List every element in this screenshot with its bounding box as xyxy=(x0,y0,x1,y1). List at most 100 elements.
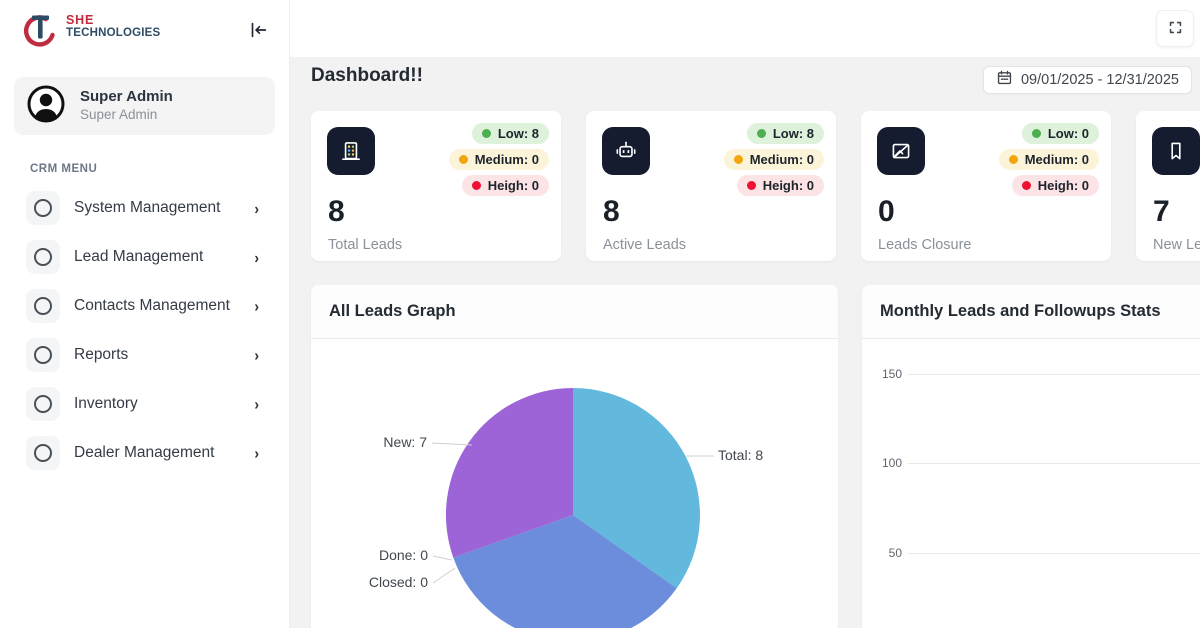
date-range-picker[interactable]: 09/01/2025 - 12/31/2025 xyxy=(982,66,1192,94)
stat-cards-row: Low: 8 Medium: 0 Heigh: 0 8 Total Leads … xyxy=(311,111,1200,261)
badge-text: Low: 0 xyxy=(1047,126,1089,141)
sidebar-item-system-management[interactable]: System Management › xyxy=(0,183,289,232)
stat-card-leads-closure: Low: 0 Medium: 0 Heigh: 0 0 Leads Closur… xyxy=(861,111,1111,261)
stat-value: 7 xyxy=(1153,195,1170,228)
circle-icon xyxy=(26,337,60,372)
sidebar: SHE TECHNOLOGIES Super Admin S xyxy=(0,0,290,628)
badge-low: Low: 8 xyxy=(471,123,549,144)
fullscreen-icon xyxy=(1167,19,1184,39)
collapse-arrow-icon xyxy=(247,19,269,44)
green-dot-icon xyxy=(481,129,491,138)
sidebar-item-dealer-management[interactable]: Dealer Management › xyxy=(0,428,289,477)
pie-slice-new xyxy=(445,387,573,558)
fullscreen-button[interactable] xyxy=(1156,10,1194,47)
circle-icon xyxy=(26,386,60,421)
main-content: Dashboard!! 09/01/2025 - 12/31/2025 xyxy=(290,57,1200,628)
topbar xyxy=(290,0,1200,57)
badge-text: Low: 8 xyxy=(772,126,814,141)
chart-header: All Leads Graph xyxy=(311,285,838,339)
monthly-chart: 150 100 50 xyxy=(862,339,1200,628)
pie-slice-total xyxy=(573,388,700,589)
sidebar-item-lead-management[interactable]: Lead Management › xyxy=(0,232,289,281)
stat-label: Total Leads xyxy=(328,237,403,253)
sidebar-section-label: CRM MENU xyxy=(30,163,98,175)
sidebar-item-reports[interactable]: Reports › xyxy=(0,330,289,379)
chart-header: Monthly Leads and Followups Stats xyxy=(862,285,1200,339)
y-axis-tick-50: 50 xyxy=(888,546,902,560)
sidebar-item-label: Lead Management xyxy=(74,247,204,265)
bookmark-icon xyxy=(1152,127,1200,175)
sidebar-item-label: Reports xyxy=(74,345,129,363)
all-leads-graph-card: All Leads Graph New: 7 Total: 8 Done: xyxy=(311,285,838,628)
sidebar-item-label: System Management xyxy=(74,198,221,216)
stat-value: 8 xyxy=(603,195,620,228)
badge-low: Low: 8 xyxy=(746,123,824,144)
avatar xyxy=(26,84,66,129)
stat-label: Active Leads xyxy=(603,237,687,253)
badge-text: Heigh: 0 xyxy=(762,178,814,193)
badge-medium: Medium: 0 xyxy=(723,149,824,170)
stat-card-active-leads: Low: 8 Medium: 0 Heigh: 0 8 Active Leads xyxy=(586,111,836,261)
badge-text: Low: 8 xyxy=(497,126,539,141)
green-dot-icon xyxy=(756,129,766,138)
orange-dot-icon xyxy=(458,155,468,164)
brand-logo: SHE TECHNOLOGIES xyxy=(0,0,289,57)
red-dot-icon xyxy=(1021,181,1031,190)
y-axis-tick-100: 100 xyxy=(881,456,902,470)
pie-label-new: New: 7 xyxy=(383,434,427,450)
pie-label-done: Done: 0 xyxy=(378,547,428,563)
sidebar-item-contacts-management[interactable]: Contacts Management › xyxy=(0,281,289,330)
circle-icon xyxy=(26,239,60,274)
user-role: Super Admin xyxy=(80,106,158,122)
gridline xyxy=(908,374,1200,375)
sidebar-nav: System Management › Lead Management › Co… xyxy=(0,183,289,477)
badge-heigh: Heigh: 0 xyxy=(1011,175,1099,196)
chart-title: Monthly Leads and Followups Stats xyxy=(880,302,1161,320)
badge-text: Medium: 0 xyxy=(1024,152,1089,167)
brand-name-bottom: TECHNOLOGIES xyxy=(66,27,161,40)
stat-label: New Leads xyxy=(1153,237,1200,253)
monthly-stats-card: Monthly Leads and Followups Stats 150 10… xyxy=(862,285,1200,628)
badge-text: Medium: 0 xyxy=(474,152,539,167)
stat-value: 0 xyxy=(878,195,895,228)
pie-label-closed: Closed: 0 xyxy=(368,574,428,590)
stat-value: 8 xyxy=(328,195,345,228)
building-icon xyxy=(327,127,375,175)
orange-dot-icon xyxy=(1008,155,1018,164)
pie-chart: New: 7 Total: 8 Done: 0 Closed: 0 xyxy=(311,339,838,628)
priority-badges: Low: 0 Medium: 0 Heigh: 0 xyxy=(998,123,1099,196)
priority-badges: Low: 8 Medium: 0 Heigh: 0 xyxy=(723,123,824,196)
brand-logo-icon xyxy=(22,10,60,55)
badge-medium: Medium: 0 xyxy=(448,149,549,170)
sidebar-item-inventory[interactable]: Inventory › xyxy=(0,379,289,428)
chevron-right-icon: › xyxy=(254,345,259,364)
chevron-right-icon: › xyxy=(254,394,259,413)
orange-dot-icon xyxy=(733,155,743,164)
page-title: Dashboard!! xyxy=(311,65,423,86)
user-profile-card[interactable]: Super Admin Super Admin xyxy=(14,77,275,135)
stat-label: Leads Closure xyxy=(878,237,972,253)
badge-medium: Medium: 0 xyxy=(998,149,1099,170)
stat-card-total-leads: Low: 8 Medium: 0 Heigh: 0 8 Total Leads xyxy=(311,111,561,261)
robot-icon xyxy=(602,127,650,175)
pie-slice-blue xyxy=(453,515,677,628)
sidebar-collapse-button[interactable] xyxy=(245,18,271,44)
sidebar-item-label: Dealer Management xyxy=(74,443,215,461)
date-range-value: 09/01/2025 - 12/31/2025 xyxy=(1020,72,1179,88)
red-dot-icon xyxy=(471,181,481,190)
pie-leader-lines xyxy=(431,442,714,584)
brand-name: SHE TECHNOLOGIES xyxy=(66,13,161,40)
circle-icon xyxy=(26,288,60,323)
chevron-right-icon: › xyxy=(254,296,259,315)
chart-title: All Leads Graph xyxy=(329,302,456,320)
badge-low: Low: 0 xyxy=(1021,123,1099,144)
badge-text: Heigh: 0 xyxy=(1037,178,1089,193)
stat-card-new-leads: 7 New Leads xyxy=(1136,111,1200,261)
badge-heigh: Heigh: 0 xyxy=(461,175,549,196)
no-image-icon xyxy=(877,127,925,175)
priority-badges: Low: 8 Medium: 0 Heigh: 0 xyxy=(448,123,549,196)
chevron-right-icon: › xyxy=(254,443,259,462)
circle-icon xyxy=(26,190,60,225)
y-axis-tick-150: 150 xyxy=(881,367,902,381)
calendar-icon xyxy=(996,69,1013,91)
